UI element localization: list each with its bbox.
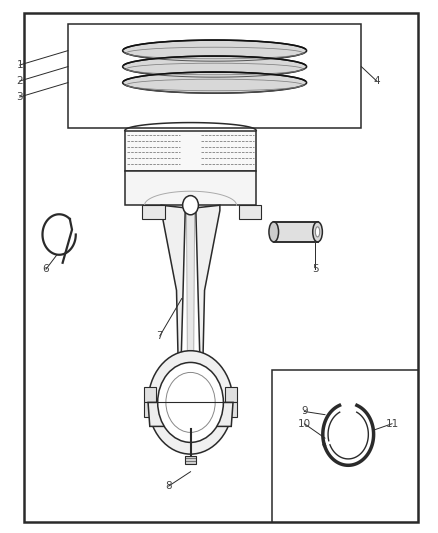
Ellipse shape [315, 227, 320, 237]
Bar [239, 205, 261, 219]
Text: 3: 3 [16, 92, 23, 102]
Text: 7: 7 [156, 331, 163, 341]
Ellipse shape [123, 40, 307, 61]
Text: 5: 5 [312, 264, 319, 274]
Polygon shape [185, 456, 196, 464]
Bar [142, 205, 165, 219]
Text: 8: 8 [165, 481, 172, 491]
Text: 11: 11 [385, 419, 399, 429]
Ellipse shape [123, 56, 307, 77]
Bar [274, 222, 318, 242]
Bar [144, 402, 156, 417]
Ellipse shape [269, 222, 279, 242]
Polygon shape [148, 402, 233, 426]
Bar [144, 387, 156, 402]
Text: 2: 2 [16, 76, 23, 86]
Ellipse shape [123, 72, 307, 93]
Bar [125, 171, 256, 205]
Text: 4: 4 [373, 76, 380, 86]
Polygon shape [187, 205, 194, 384]
Polygon shape [196, 205, 220, 394]
Bar [68, 24, 361, 128]
Bar [225, 387, 237, 402]
Text: 6: 6 [42, 264, 49, 274]
Circle shape [183, 196, 198, 215]
Text: 9: 9 [301, 407, 308, 416]
Text: 10: 10 [298, 419, 311, 429]
Text: 1: 1 [16, 60, 23, 70]
Circle shape [158, 362, 223, 442]
Polygon shape [161, 205, 185, 394]
Bar [272, 370, 418, 522]
Ellipse shape [313, 222, 322, 242]
Bar [225, 402, 237, 417]
Circle shape [148, 351, 233, 454]
Bar [125, 131, 256, 171]
